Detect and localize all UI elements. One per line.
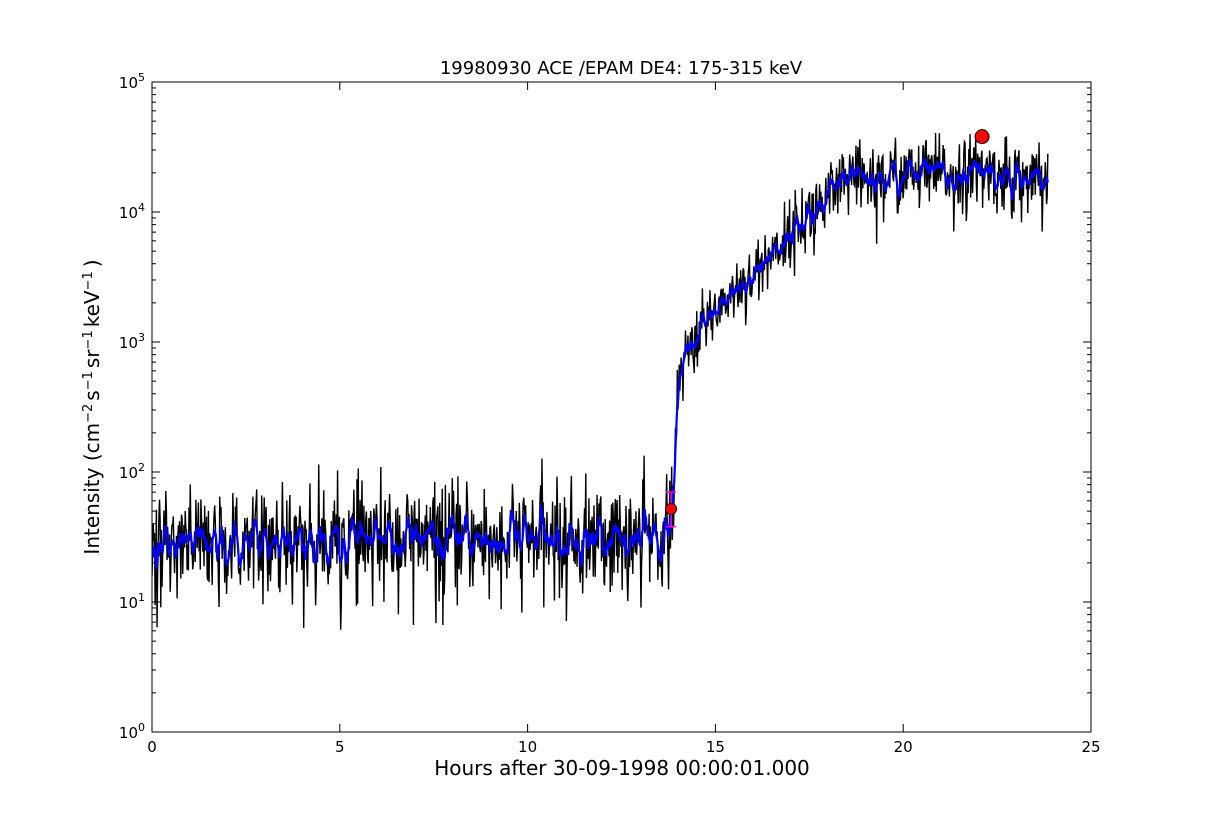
y-tick-label: 100 bbox=[119, 721, 145, 742]
y-tick-label: 101 bbox=[119, 591, 145, 612]
x-tick-label: 10 bbox=[518, 738, 537, 756]
data-layer bbox=[152, 129, 1049, 630]
x-tick-label: 5 bbox=[335, 738, 345, 756]
chart-title: 19980930 ACE /EPAM DE4: 175-315 keV bbox=[440, 58, 803, 79]
y-tick-label-exp: 5 bbox=[138, 71, 145, 84]
y-axis-label-suffix: ) bbox=[80, 259, 104, 267]
y-tick-label-base: 10 bbox=[119, 204, 138, 222]
x-axis-label: Hours after 30-09-1998 00:00:01.000 bbox=[434, 756, 810, 780]
y-tick-label-exp: 0 bbox=[138, 721, 145, 734]
y-tick-label: 104 bbox=[119, 201, 145, 222]
plot-frame bbox=[151, 81, 1092, 733]
y-axis-label-exp4: −1 bbox=[81, 271, 96, 290]
y-axis-label-exp2: −1 bbox=[81, 371, 96, 390]
y-tick-label-base: 10 bbox=[119, 334, 138, 352]
y-axis-label: Intensity (cm−2s−1sr−1keV−1) bbox=[80, 259, 104, 554]
y-axis-label-mid3: keV bbox=[80, 290, 104, 327]
y-tick-label-base: 10 bbox=[119, 464, 138, 482]
x-tick-label: 25 bbox=[1081, 738, 1100, 756]
y-tick-label-exp: 4 bbox=[138, 201, 145, 214]
y-axis-label-exp3: −1 bbox=[81, 330, 96, 349]
y-tick-label-exp: 3 bbox=[138, 331, 145, 344]
y-tick-label-exp: 1 bbox=[138, 591, 145, 604]
y-tick-label: 105 bbox=[119, 71, 145, 92]
y-tick-label-exp: 2 bbox=[138, 461, 145, 474]
series-smoothed-line bbox=[152, 157, 1049, 571]
x-tick-label: 0 bbox=[147, 738, 157, 756]
y-tick-label: 102 bbox=[119, 461, 145, 482]
y-axis-label-prefix: Intensity (cm bbox=[80, 423, 104, 555]
y-tick-label: 103 bbox=[119, 331, 145, 352]
marker-peak bbox=[974, 129, 990, 145]
marker-onset bbox=[665, 502, 678, 515]
y-tick-label-base: 10 bbox=[119, 594, 138, 612]
x-tick-label: 20 bbox=[894, 738, 913, 756]
y-tick-label-base: 10 bbox=[119, 74, 138, 92]
x-tick-label: 15 bbox=[706, 738, 725, 756]
y-tick-label-base: 10 bbox=[119, 724, 138, 742]
y-axis-label-exp1: −2 bbox=[81, 404, 96, 423]
y-axis-label-mid1: s bbox=[80, 390, 104, 400]
y-axis-label-mid2: sr bbox=[80, 349, 104, 368]
